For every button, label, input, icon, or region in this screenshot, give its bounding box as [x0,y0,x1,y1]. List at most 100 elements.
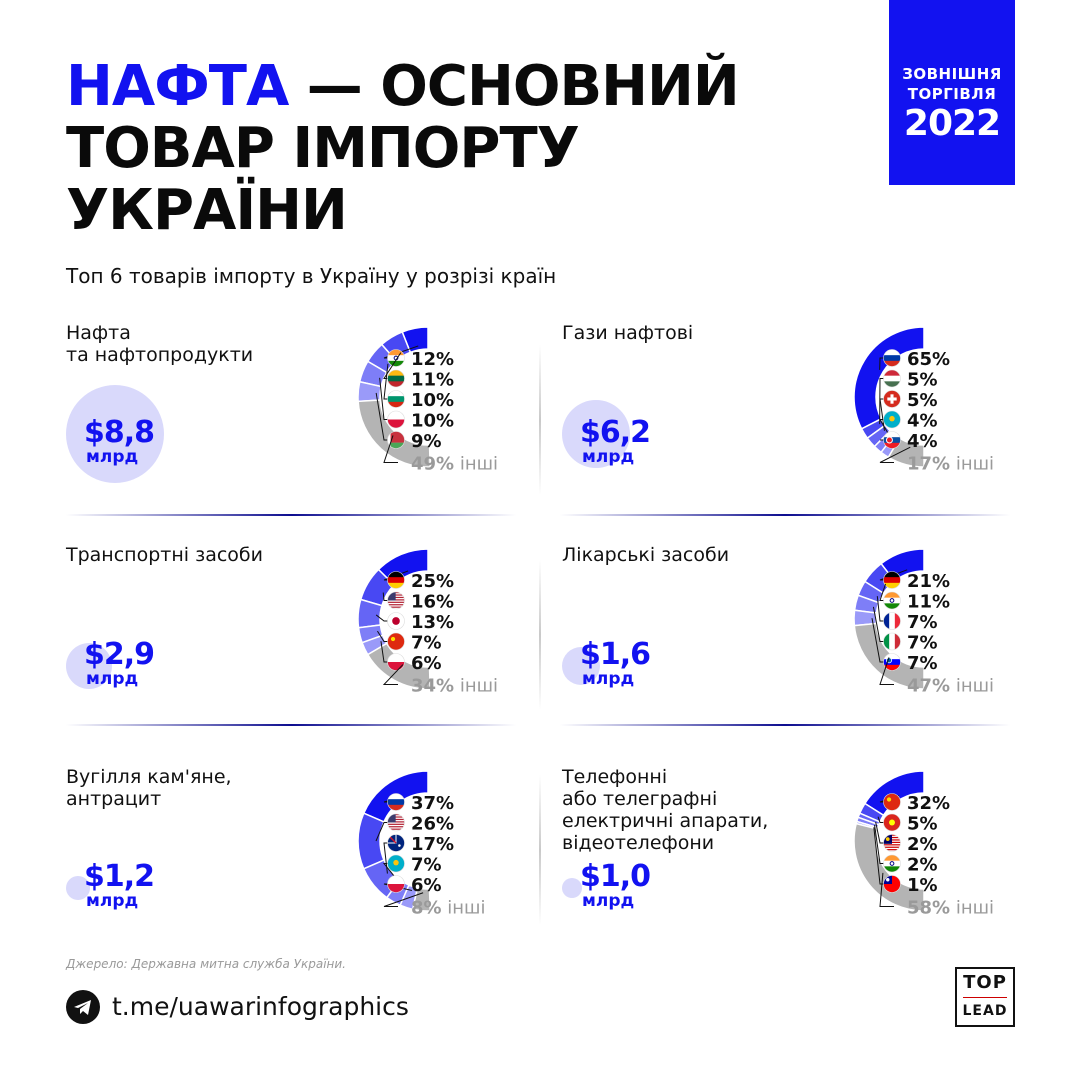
india-flag-icon [387,349,405,367]
total-unit: млрд [86,891,139,911]
total-bubble [562,400,630,468]
chart-panel: Гази нафтові $6,2 млрд 65% 5% 5% 4% 4% 17% інші [562,322,1032,522]
total-unit: млрд [582,669,635,689]
chart-title: Лікарські засоби [562,544,730,566]
slice-percent-label: 2% [907,855,938,876]
slice-percent-label: 7% [907,612,938,633]
total-unit: млрд [582,447,635,467]
slice-percent-label: 25% [411,571,454,592]
vertical-divider [539,560,541,710]
chart-title: Нафта та нафтопродукти [66,322,254,366]
total-amount: $6,2 [580,415,651,450]
horizontal-divider [66,514,516,516]
leader-line-other [879,657,894,685]
horizontal-divider [560,724,1010,726]
leader-line-other [879,446,911,463]
badge-year: 2022 [903,103,1001,144]
total-amount: $8,8 [84,415,155,450]
horizontal-divider [66,724,516,726]
subtitle: Топ 6 товарів імпорту в Україну у розріз… [66,264,557,288]
telegram-icon[interactable] [66,990,100,1024]
vertical-divider [539,775,541,925]
donut-slice-other [853,822,925,912]
slice-percent-label: 32% [907,793,950,814]
slice-percent-label: 4% [907,411,938,432]
leader-line-other [383,435,398,463]
hungary-flag-icon [883,369,901,388]
total-bubble [66,385,164,483]
slice-percent-label: 10% [411,411,454,432]
germany-flag-icon [387,571,405,589]
total-amount: $1,0 [580,859,651,894]
title-accent: НАФТА [66,54,289,119]
slice-percent-label: 37% [411,793,454,814]
slice-percent-label: 11% [411,370,454,391]
slice-percent-label: 21% [907,571,950,592]
lithuania-flag-icon [387,369,405,388]
slice-percent-label: 2% [907,834,938,855]
slice-percent-label: 7% [907,653,938,674]
total-unit: млрд [86,669,139,689]
year-badge: ЗОВНІШНЯ ТОРГІВЛЯ 2022 [889,0,1015,185]
slice-percent-label: 7% [411,855,442,876]
malaysia-flag-icon [883,834,901,852]
vertical-divider [539,345,541,495]
italy-flag-icon [883,632,901,651]
logo-bottom: LEAD [962,1003,1008,1019]
donut-chart: 25%16%13%7%6%34% інші [357,548,498,697]
total-bubble [66,643,112,689]
slice-percent-label: 1% [907,875,938,896]
china-flag-icon [387,632,405,651]
poland-flag-icon [387,875,405,893]
slice-percent-label: 16% [411,592,454,613]
usa-flag-icon [387,813,405,832]
total-bubble [562,647,600,685]
chart-title: Транспортні засоби [66,544,263,566]
russia-flag-icon [387,793,405,811]
other-percent-label: 47% інші [907,676,994,697]
source-note: Джерело: Державна митна служба України. [66,957,346,971]
usa-flag-icon [387,591,405,610]
title-rest: — ОСНОВНИЙ [288,54,740,119]
telegram-link[interactable]: t.me/uawarinfographics [112,992,409,1021]
slice-percent-label: 9% [411,431,442,452]
switzerland-flag-icon [883,390,901,408]
slovenia-flag-icon [883,653,901,671]
kazakhstan-flag-icon [883,410,901,429]
chart-title: Телефонні або телеграфні електричні апар… [562,766,769,854]
slovakia-flag-icon [883,431,901,449]
kazakhstan-flag-icon [387,854,405,873]
slice-percent-label: 5% [907,390,938,411]
leader-line-other [383,892,424,907]
slice-percent-label: 12% [411,349,454,370]
slice-percent-label: 7% [411,633,442,654]
chart-panel: Транспортні засоби $2,9 млрд 25% 16% 13% 7% 6% 3… [66,544,536,744]
total-amount: $2,9 [84,637,155,672]
bulgaria-flag-icon [387,390,405,408]
donut-slice-other [411,886,431,912]
chart-panel: Вугілля кам'яне, антрацит $1,2 млрд 37% 26% 1… [66,766,536,966]
france-flag-icon [883,612,901,630]
other-percent-label: 34% інші [411,676,498,697]
other-percent-label: 8% інші [411,898,486,919]
slice-percent-label: 6% [411,875,442,896]
chart-title: Гази нафтові [562,322,694,344]
donut-chart: 12%11%10%10%9%49% інші [357,326,498,475]
leader-line-other [382,664,404,685]
india-flag-icon [883,854,901,873]
donut-chart: 65%5%5%4%4%17% інші [853,326,994,475]
donut-chart: 32%5%2%2%1%58% інші [853,770,994,919]
chart-panel: Телефонні або телеграфні електричні апар… [562,766,1032,966]
slice-percent-label: 11% [907,592,950,613]
total-amount: $1,6 [580,637,651,672]
donut-chart: 21%11%7%7%7%47% інші [853,548,994,697]
slice-percent-label: 26% [411,814,454,835]
germany-flag-icon [883,571,901,589]
slice-percent-label: 5% [907,370,938,391]
total-amount: $1,2 [84,859,155,894]
belarus-flag-icon [387,431,405,449]
badge-line-1: ЗОВНІШНЯ [902,65,1002,83]
page-title: НАФТА — ОСНОВНИЙ ТОВАР ІМПОРТУ УКРАЇНИ [66,54,740,242]
slice-percent-label: 7% [907,633,938,654]
poland-flag-icon [387,653,405,671]
